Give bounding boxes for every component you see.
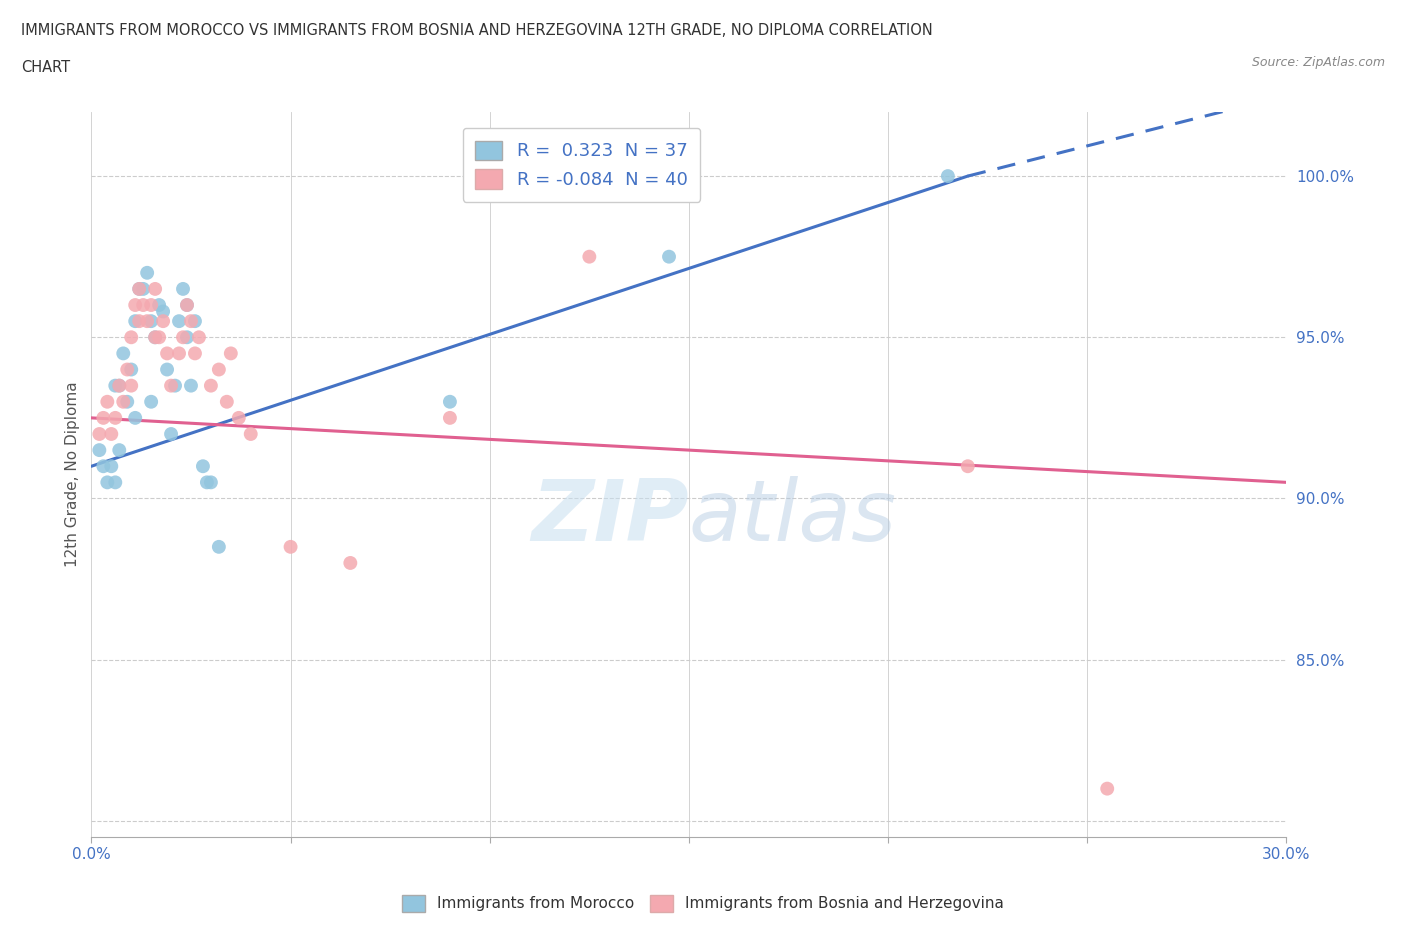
Point [439, 410, 461, 425]
Point [280, 539, 302, 554]
Legend: Immigrants from Morocco, Immigrants from Bosnia and Herzegovina: Immigrants from Morocco, Immigrants from… [396, 889, 1010, 918]
Point [115, 394, 138, 409]
Point [156, 362, 179, 377]
Point [132, 282, 155, 297]
Point [172, 282, 194, 297]
Point [956, 458, 979, 473]
Point [172, 330, 194, 345]
Text: ZIP: ZIP [531, 476, 689, 559]
Point [108, 443, 131, 458]
Point [191, 458, 214, 473]
Point [200, 475, 222, 490]
Point [108, 379, 131, 393]
Point [180, 313, 202, 328]
Point [120, 379, 142, 393]
Point [108, 379, 131, 393]
Point [100, 458, 122, 473]
Point [1097, 781, 1119, 796]
Point [228, 410, 250, 425]
Point [112, 346, 135, 361]
Point [176, 298, 198, 312]
Point [180, 379, 202, 393]
Point [143, 282, 166, 297]
Point [93, 458, 114, 473]
Point [176, 330, 198, 345]
Point [239, 427, 262, 442]
Point [936, 168, 959, 183]
Point [141, 298, 162, 312]
Point [184, 346, 207, 361]
Point [124, 313, 146, 328]
Point [124, 298, 146, 312]
Point [136, 313, 159, 328]
Point [104, 410, 127, 425]
Point [195, 475, 218, 490]
Point [200, 379, 222, 393]
Point [208, 539, 231, 554]
Point [188, 330, 211, 345]
Point [152, 304, 174, 319]
Point [132, 298, 155, 312]
Point [128, 282, 150, 297]
Point [96, 475, 118, 490]
Point [439, 394, 461, 409]
Point [112, 394, 135, 409]
Text: IMMIGRANTS FROM MOROCCO VS IMMIGRANTS FROM BOSNIA AND HERZEGOVINA 12TH GRADE, NO: IMMIGRANTS FROM MOROCCO VS IMMIGRANTS FR… [21, 23, 932, 38]
Point [124, 410, 146, 425]
Point [120, 362, 142, 377]
Point [339, 555, 361, 570]
Point [152, 313, 174, 328]
Point [208, 362, 231, 377]
Point [89, 427, 111, 442]
Point [215, 394, 238, 409]
Legend: R =  0.323  N = 37, R = -0.084  N = 40: R = 0.323 N = 37, R = -0.084 N = 40 [463, 128, 700, 202]
Point [160, 379, 183, 393]
Point [156, 346, 179, 361]
Point [128, 282, 150, 297]
Point [89, 443, 111, 458]
Point [100, 427, 122, 442]
Point [128, 313, 150, 328]
Point [658, 249, 681, 264]
Point [115, 362, 138, 377]
Point [167, 346, 190, 361]
Y-axis label: 12th Grade, No Diploma: 12th Grade, No Diploma [65, 381, 80, 567]
Point [96, 394, 118, 409]
Point [184, 313, 207, 328]
Point [163, 379, 186, 393]
Point [93, 410, 114, 425]
Text: CHART: CHART [21, 60, 70, 75]
Point [578, 249, 600, 264]
Text: Source: ZipAtlas.com: Source: ZipAtlas.com [1251, 56, 1385, 69]
Point [143, 330, 166, 345]
Point [148, 298, 170, 312]
Point [219, 346, 242, 361]
Point [141, 313, 162, 328]
Point [104, 475, 127, 490]
Point [104, 379, 127, 393]
Point [160, 427, 183, 442]
Point [148, 330, 170, 345]
Point [136, 265, 159, 280]
Point [167, 313, 190, 328]
Point [176, 298, 198, 312]
Text: atlas: atlas [689, 476, 897, 559]
Point [120, 330, 142, 345]
Point [141, 394, 162, 409]
Point [143, 330, 166, 345]
